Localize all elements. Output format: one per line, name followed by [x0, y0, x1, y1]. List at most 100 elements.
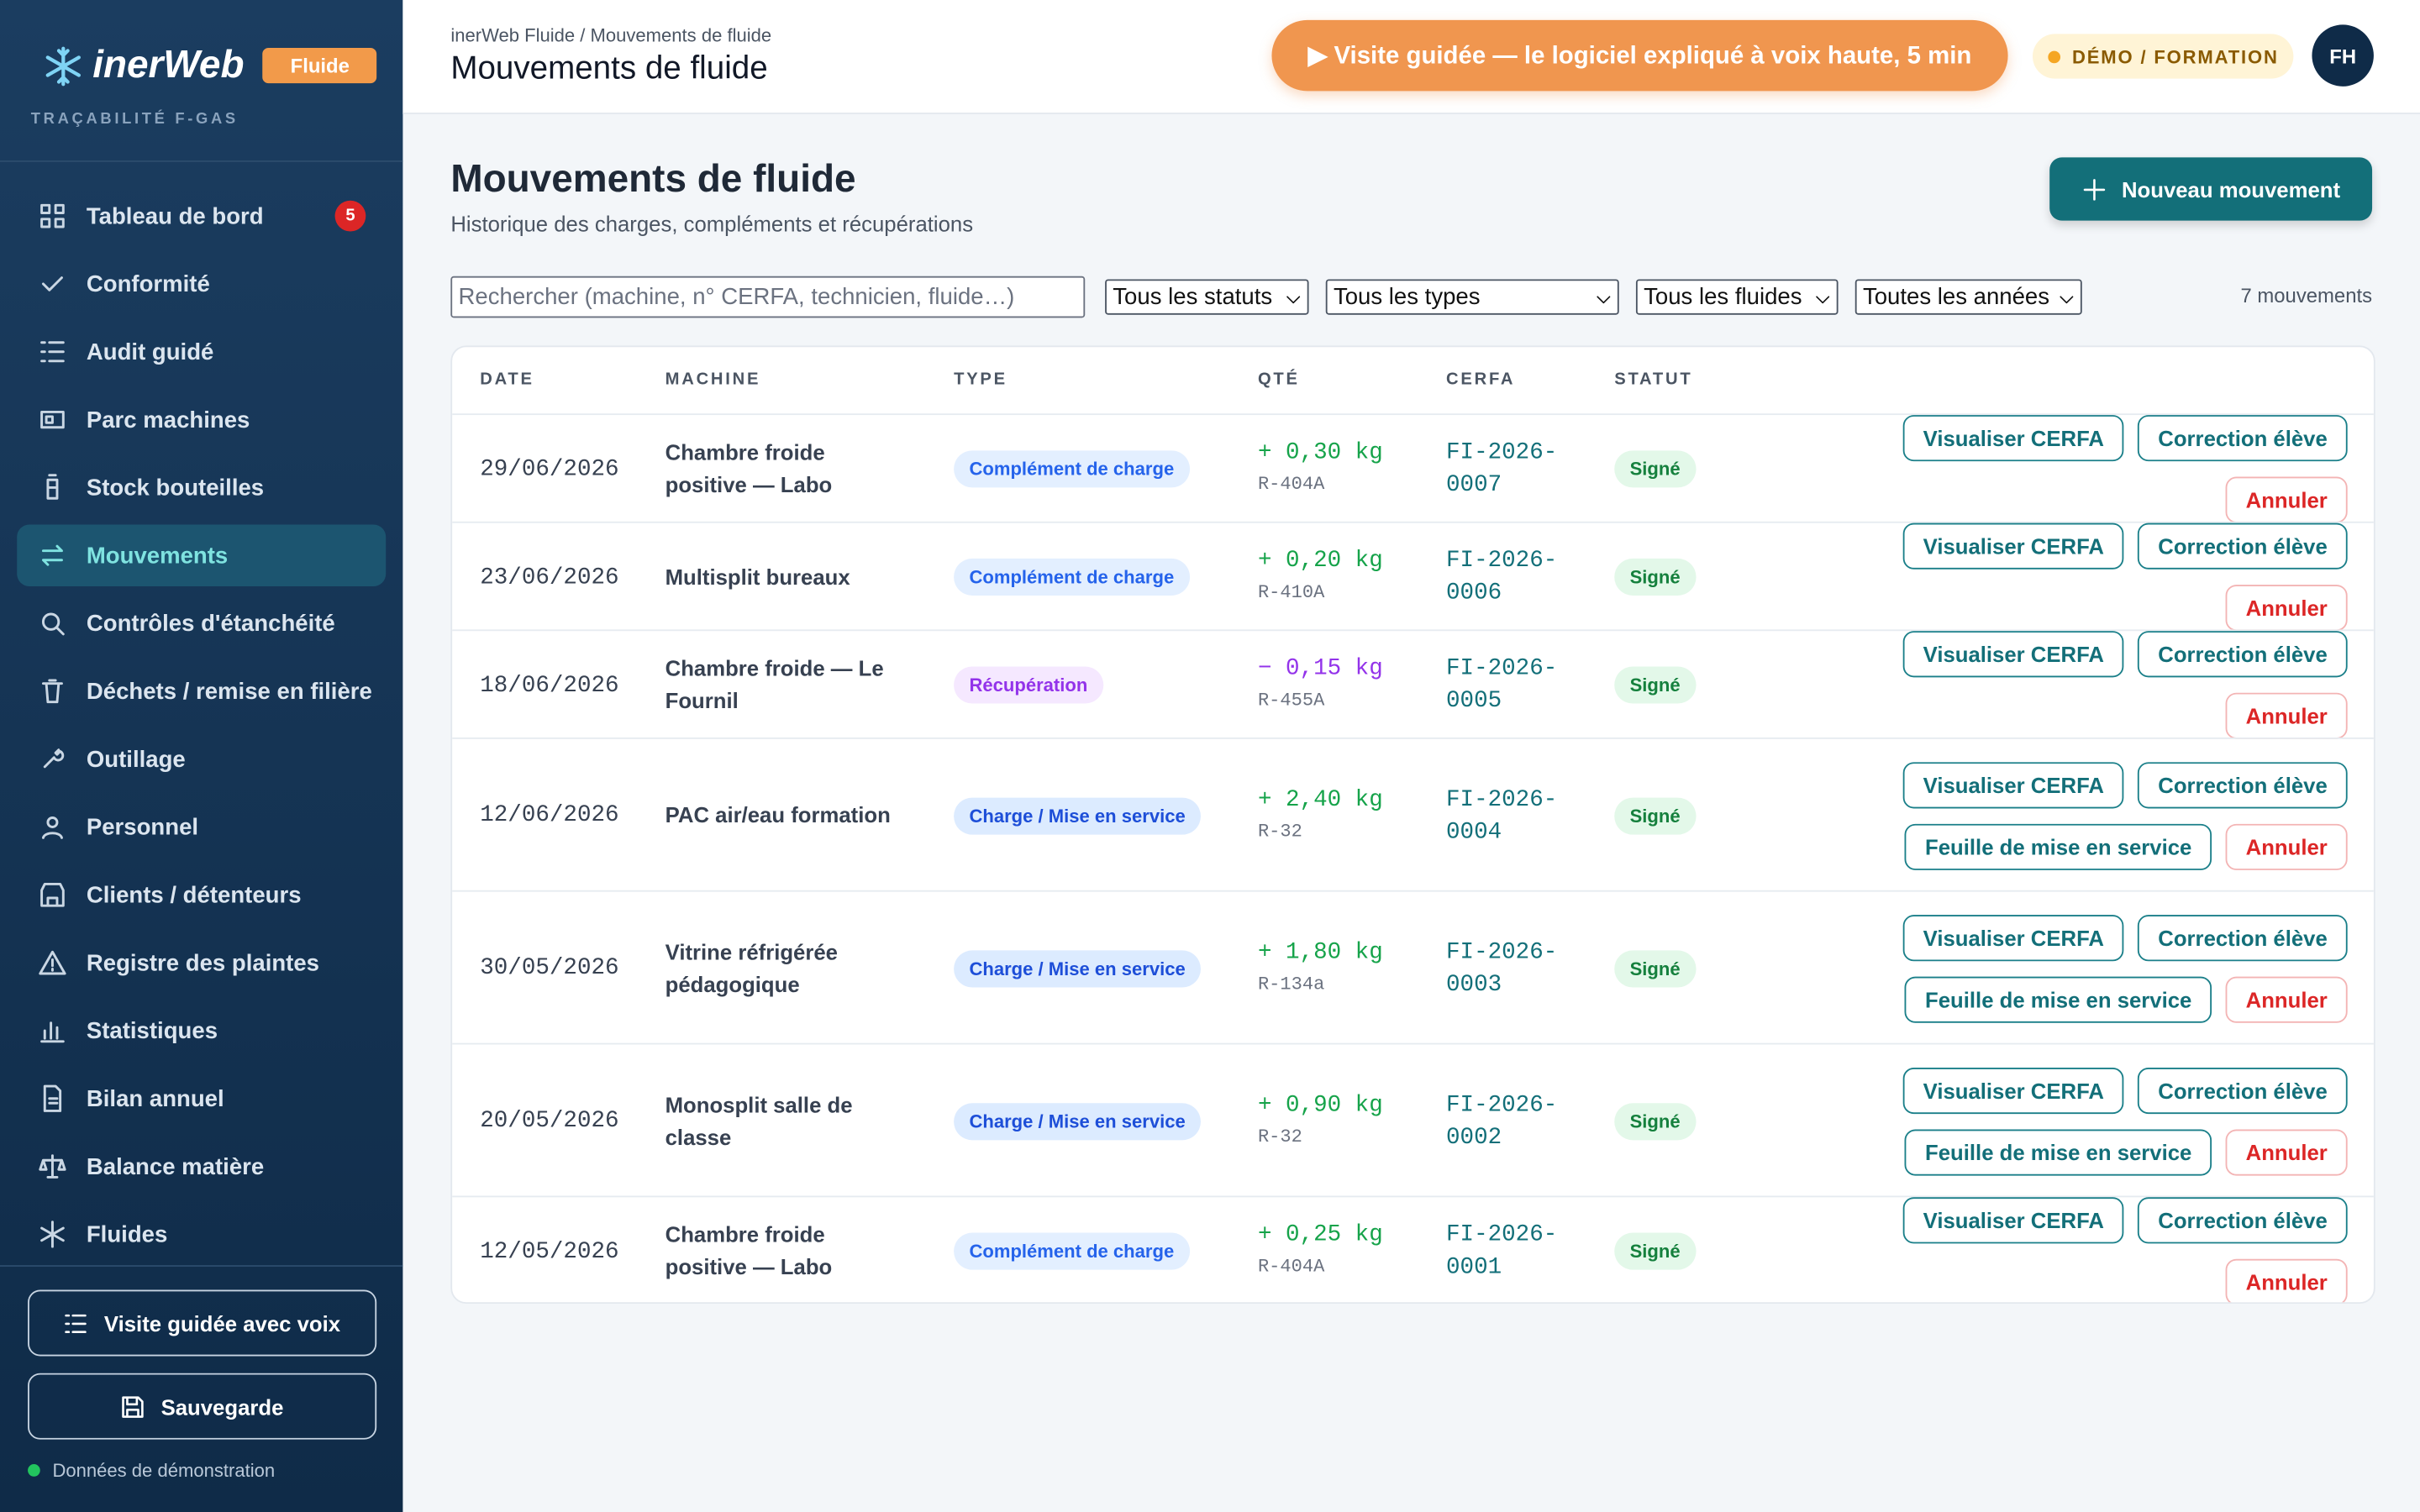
icon	[40, 410, 65, 429]
machine-cell: Multisplit bureaux	[666, 523, 913, 632]
qty: − 0,15 kg	[1257, 655, 1383, 682]
action-button[interactable]: Annuler	[2225, 822, 2348, 870]
sidebar-button[interactable]: Sauvegarde	[28, 1373, 377, 1440]
nav-item[interactable]: Personnel	[17, 796, 386, 858]
machine-cell: Vitrine réfrigérée pédagogique	[666, 892, 913, 1045]
separator	[0, 1265, 403, 1267]
new-movement-button[interactable]: Nouveau mouvement	[2049, 157, 2373, 221]
nav-item[interactable]: Audit guidé	[17, 321, 386, 382]
nav-item[interactable]: Contrôles d'étanchéité	[17, 592, 386, 654]
type-cell: Récupération	[954, 631, 1247, 739]
machine-cell: PAC air/eau formation	[666, 739, 913, 892]
filter-select[interactable]: Tous les fluides	[1635, 279, 1839, 315]
machine-cell: Chambre froide positive — Labo	[666, 415, 913, 523]
cerfa-cell: FI-2026-0004	[1446, 739, 1570, 892]
nav-item[interactable]: Fluides	[17, 1204, 386, 1265]
mode-badge: DÉMO / FORMATION	[2032, 34, 2294, 79]
cerfa: FI-2026-0001	[1446, 1221, 1558, 1281]
nav-item[interactable]: Mouvements	[17, 524, 387, 586]
nav-item[interactable]: Parc machines	[17, 389, 386, 450]
search-input[interactable]: Rechercher (machine, n° CERFA, technicie…	[450, 276, 1086, 318]
nav-item[interactable]: Outillage	[17, 728, 386, 790]
action-button[interactable]: Feuille de mise en service	[1905, 822, 2212, 870]
machine: Vitrine réfrigérée pédagogique	[665, 938, 838, 996]
qty: + 0,30 kg	[1257, 439, 1383, 466]
nav-label: Déchets / remise en filière	[86, 678, 372, 705]
action-button[interactable]: Correction élève	[2138, 631, 2348, 678]
demo-note-text: Données de démonstration	[52, 1459, 276, 1482]
cerfa-cell: FI-2026-0001	[1446, 1197, 1570, 1302]
machine: Multisplit bureaux	[665, 564, 850, 589]
mode-label: DÉMO / FORMATION	[2072, 45, 2279, 67]
action-button[interactable]: Visualiser CERFA	[1902, 1197, 2124, 1244]
action-button[interactable]: Correction élève	[2138, 761, 2348, 808]
nav-label: Tableau de bord	[86, 202, 264, 229]
nav-item[interactable]: Registre des plaintes	[17, 932, 386, 993]
action-button[interactable]: Correction élève	[2138, 1197, 2348, 1244]
cerfa: FI-2026-0003	[1446, 938, 1558, 998]
status-cell: Signé	[1614, 523, 1738, 632]
action-button[interactable]: Feuille de mise en service	[1905, 975, 2212, 1022]
filter-select[interactable]: Toutes les années	[1854, 279, 2082, 315]
nav-item[interactable]: Bilan annuel	[17, 1068, 386, 1129]
filter-select[interactable]: Tous les statuts	[1105, 279, 1309, 315]
brand-badge: Fluide	[262, 47, 377, 84]
nav-item[interactable]: Clients / détenteurs	[17, 864, 386, 926]
status-badge: Signé	[1614, 796, 1696, 834]
row-actions: Visualiser CERFA Correction élève Annuler	[1773, 415, 2348, 523]
action-button[interactable]: Correction élève	[2138, 1067, 2348, 1114]
action-button[interactable]: Annuler	[2225, 692, 2348, 739]
guided-tour-button[interactable]: ▶ Visite guidée — le logiciel expliqué à…	[1271, 19, 2008, 92]
machine: Chambre froide positive — Labo	[665, 1221, 833, 1279]
action-button[interactable]: Annuler	[2225, 1258, 2348, 1303]
brand: inerWeb Fluide	[43, 43, 377, 87]
quantity: + 1,80 kg R-134a	[1258, 936, 1383, 1000]
action-button[interactable]: Visualiser CERFA	[1902, 914, 2124, 961]
icon	[40, 203, 65, 228]
date-cell: 18/06/2026	[480, 631, 650, 739]
action-button[interactable]: Correction élève	[2138, 914, 2348, 961]
status-cell: Signé	[1614, 415, 1738, 523]
nav-item[interactable]: Stock bouteilles	[17, 457, 386, 518]
action-button[interactable]: Correction élève	[2138, 522, 2348, 570]
nav-label: Bilan annuel	[86, 1085, 224, 1112]
date-cell: 12/06/2026	[480, 739, 650, 892]
nav-label: Registre des plaintes	[86, 949, 320, 976]
demo-note: Données de démonstration	[28, 1459, 276, 1482]
action-button[interactable]: Annuler	[2225, 476, 2348, 523]
status-badge: Signé	[1614, 1232, 1696, 1270]
nav-label: Fluides	[86, 1221, 168, 1248]
nav-item[interactable]: Conformité	[17, 253, 386, 314]
action-button[interactable]: Annuler	[2225, 1128, 2348, 1175]
action-button[interactable]: Annuler	[2225, 975, 2348, 1022]
nav-item[interactable]: Statistiques	[17, 1000, 386, 1061]
action-button[interactable]: Visualiser CERFA	[1902, 1067, 2124, 1114]
action-button[interactable]: Correction élève	[2138, 415, 2348, 462]
avatar[interactable]: FH	[2312, 24, 2374, 87]
action-button[interactable]: Annuler	[2225, 585, 2348, 632]
action-button[interactable]: Feuille de mise en service	[1905, 1128, 2212, 1175]
qty-cell: + 1,80 kg R-134a	[1258, 892, 1428, 1045]
nav-item[interactable]: Tableau de bord 5	[17, 185, 386, 246]
result-count: 7 mouvements	[2240, 283, 2373, 307]
filter-select[interactable]: Tous les types	[1325, 279, 1619, 315]
column-header: MACHINE	[665, 370, 761, 389]
action-button[interactable]: Visualiser CERFA	[1902, 761, 2124, 808]
quantity: + 0,25 kg R-404A	[1258, 1219, 1383, 1284]
nav-item[interactable]: Déchets / remise en filière	[17, 660, 386, 722]
quantity: + 0,30 kg R-404A	[1258, 437, 1383, 501]
icon	[43, 748, 65, 769]
qty-cell: + 0,20 kg R-410A	[1258, 523, 1428, 632]
action-button[interactable]: Visualiser CERFA	[1902, 415, 2124, 462]
cerfa: FI-2026-0004	[1446, 785, 1558, 845]
page-subtitle: Historique des charges, compléments et r…	[450, 211, 974, 237]
nav-item[interactable]: Balance matière	[17, 1136, 386, 1197]
action-button[interactable]: Visualiser CERFA	[1902, 631, 2124, 678]
sidebar-button[interactable]: Visite guidée avec voix	[28, 1289, 377, 1357]
qty: + 0,25 kg	[1257, 1221, 1383, 1248]
action-button[interactable]: Visualiser CERFA	[1902, 522, 2124, 570]
icon	[122, 1395, 145, 1417]
nav-label: Outillage	[86, 746, 186, 773]
icon	[1597, 296, 1611, 304]
column-header: TYPE	[954, 370, 1007, 389]
